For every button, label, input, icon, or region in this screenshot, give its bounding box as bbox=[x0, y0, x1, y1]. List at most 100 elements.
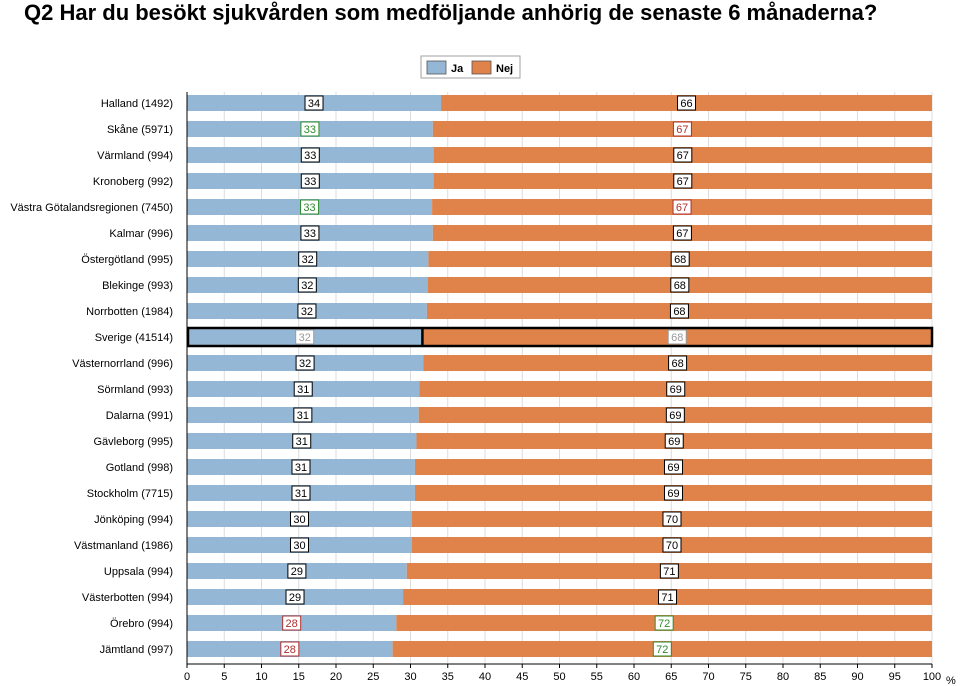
category-label: Örebro (994) bbox=[110, 618, 173, 630]
data-label: 31 bbox=[295, 488, 307, 500]
data-label: 31 bbox=[297, 410, 309, 422]
data-label-box bbox=[667, 329, 687, 345]
data-label-box bbox=[297, 303, 317, 319]
category-label: Skåne (5971) bbox=[107, 124, 173, 136]
x-tick-label: 95 bbox=[889, 671, 901, 683]
data-label-box bbox=[293, 381, 313, 397]
data-label: 68 bbox=[674, 254, 686, 266]
data-label: 67 bbox=[676, 202, 688, 214]
data-label-box bbox=[666, 381, 686, 397]
category-label: Västmanland (1986) bbox=[74, 540, 173, 552]
category-labels: Halland (1492) Skåne (5971) Värmland (994)… bbox=[10, 98, 173, 656]
x-tick-label: 0 bbox=[184, 671, 190, 683]
x-tick-label: 100 bbox=[923, 671, 941, 683]
data-label: 33 bbox=[303, 202, 315, 214]
data-label-box bbox=[300, 199, 320, 215]
data-label-box bbox=[663, 485, 683, 501]
data-label: 29 bbox=[289, 592, 301, 604]
data-label: 28 bbox=[284, 644, 296, 656]
x-tick-label: 5 bbox=[221, 671, 227, 683]
data-label: 71 bbox=[663, 566, 675, 578]
data-label-box bbox=[670, 277, 690, 293]
data-label-box bbox=[670, 251, 690, 267]
data-label-box bbox=[664, 433, 684, 449]
data-label-box bbox=[677, 95, 697, 111]
legend-label-ja: Ja bbox=[451, 63, 464, 75]
data-label: 32 bbox=[301, 306, 313, 318]
data-label: 68 bbox=[671, 358, 683, 370]
data-labels: 34 66 33 67 33 67 33 67 33 67 33 67 32 68 32 68 32 68 32 68… bbox=[186, 95, 934, 657]
x-tick-label: 45 bbox=[516, 671, 528, 683]
data-label: 72 bbox=[656, 644, 668, 656]
data-label-box bbox=[652, 641, 672, 657]
data-label: 69 bbox=[670, 384, 682, 396]
data-label-box bbox=[280, 641, 300, 657]
data-label-box bbox=[662, 537, 682, 553]
category-label: Sverige (41514) bbox=[95, 332, 173, 344]
category-label: Dalarna (991) bbox=[106, 410, 173, 422]
data-label: 32 bbox=[302, 254, 314, 266]
data-label-box bbox=[285, 589, 305, 605]
data-label: 68 bbox=[671, 332, 683, 344]
data-label: 32 bbox=[299, 358, 311, 370]
category-label: Uppsala (994) bbox=[104, 566, 173, 578]
x-tick-label: 50 bbox=[553, 671, 565, 683]
data-label-box bbox=[298, 251, 318, 267]
data-label-box bbox=[282, 615, 302, 631]
data-label: 33 bbox=[304, 228, 316, 240]
data-label: 69 bbox=[667, 488, 679, 500]
data-label: 71 bbox=[661, 592, 673, 604]
data-label-box bbox=[673, 147, 693, 163]
x-tick-label: 35 bbox=[442, 671, 454, 683]
category-label: Värmland (994) bbox=[97, 150, 173, 162]
data-label-box bbox=[663, 459, 683, 475]
data-label-box bbox=[304, 95, 324, 111]
data-label: 72 bbox=[658, 618, 670, 630]
data-label-box bbox=[292, 433, 312, 449]
data-label-box bbox=[289, 537, 309, 553]
data-label: 68 bbox=[673, 306, 685, 318]
category-label: Jönköping (994) bbox=[94, 514, 173, 526]
data-label-box bbox=[662, 511, 682, 527]
x-tick-label: 75 bbox=[740, 671, 752, 683]
data-label-box bbox=[289, 511, 309, 527]
legend: Ja Nej bbox=[420, 55, 521, 79]
highlight-outline bbox=[186, 326, 934, 348]
data-label-box bbox=[669, 303, 689, 319]
data-label: 29 bbox=[291, 566, 303, 578]
x-tick-label: 20 bbox=[330, 671, 342, 683]
category-label: Halland (1492) bbox=[101, 98, 173, 110]
category-label: Västerbotten (994) bbox=[82, 592, 173, 604]
data-label: 32 bbox=[299, 332, 311, 344]
data-label: 31 bbox=[297, 384, 309, 396]
data-label-box bbox=[672, 121, 692, 137]
data-label: 70 bbox=[666, 514, 678, 526]
data-label-box bbox=[300, 121, 320, 137]
x-tick-label: 90 bbox=[851, 671, 863, 683]
data-label-box bbox=[672, 225, 692, 241]
category-label: Västra Götalandsregionen (7450) bbox=[10, 202, 173, 214]
data-label-box bbox=[658, 589, 678, 605]
category-label: Stockholm (7715) bbox=[87, 488, 173, 500]
legend-label-nej: Nej bbox=[496, 63, 513, 75]
data-label-box bbox=[291, 485, 311, 501]
x-tick-label: 70 bbox=[702, 671, 714, 683]
data-label: 67 bbox=[676, 228, 688, 240]
data-label-box bbox=[300, 225, 320, 241]
data-label: 67 bbox=[677, 176, 689, 188]
data-label-box bbox=[668, 355, 688, 371]
category-label: Sörmland (993) bbox=[97, 384, 173, 396]
data-label: 70 bbox=[666, 540, 678, 552]
data-label: 66 bbox=[680, 98, 692, 110]
x-tick-label: 80 bbox=[777, 671, 789, 683]
x-tick-label: 10 bbox=[255, 671, 267, 683]
x-axis: 0 5 10 15 20 25 30 35 40 45 50 55 60 65 70 75 80 85 90 95 10… bbox=[184, 92, 941, 683]
x-tick-label: 40 bbox=[479, 671, 491, 683]
legend-swatch-ja bbox=[426, 60, 447, 75]
data-label-box bbox=[300, 173, 320, 189]
data-label: 69 bbox=[667, 462, 679, 474]
category-label: Jämtland (997) bbox=[100, 644, 173, 656]
data-label: 31 bbox=[296, 436, 308, 448]
data-label-box bbox=[672, 199, 692, 215]
